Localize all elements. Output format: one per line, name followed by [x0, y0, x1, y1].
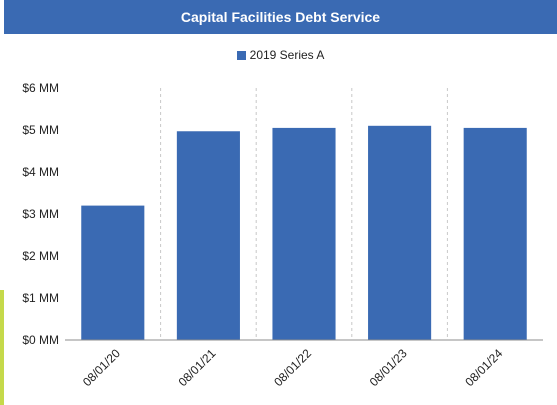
bar: [463, 127, 527, 341]
legend: 2019 Series A: [4, 48, 557, 62]
legend-swatch: [236, 50, 246, 60]
bar: [176, 131, 240, 340]
x-tick-label: 08/01/24: [462, 346, 505, 389]
chart-header: Capital Facilities Debt Service: [4, 0, 557, 34]
chart-title: Capital Facilities Debt Service: [180, 9, 381, 25]
bar: [81, 205, 145, 340]
bar: [368, 125, 432, 340]
bar-chart: $0 MM $1 MM $2 MM $3 MM $4 MM $5 MM $6 MM 08/01…: [22, 81, 543, 389]
y-tick-label: $2 MM: [22, 249, 59, 263]
y-tick-label: $1 MM: [22, 291, 59, 305]
bar: [272, 127, 336, 341]
x-tick-label: 08/01/20: [80, 346, 123, 389]
x-tick-label: 08/01/22: [271, 346, 314, 389]
legend-label: 2019 Series A: [249, 48, 325, 62]
y-tick-label: $4 MM: [22, 165, 59, 179]
y-tick-label: $6 MM: [22, 81, 59, 95]
y-tick-label: $0 MM: [22, 333, 59, 347]
y-tick-label: $5 MM: [22, 123, 59, 137]
x-tick-label: 08/01/21: [176, 346, 219, 389]
x-tick-label: 08/01/23: [367, 346, 410, 389]
y-tick-label: $3 MM: [22, 207, 59, 221]
chart-panel: 2019 Series A $0 MM $1 MM $2 MM $3 MM $4 MM $…: [4, 34, 557, 405]
